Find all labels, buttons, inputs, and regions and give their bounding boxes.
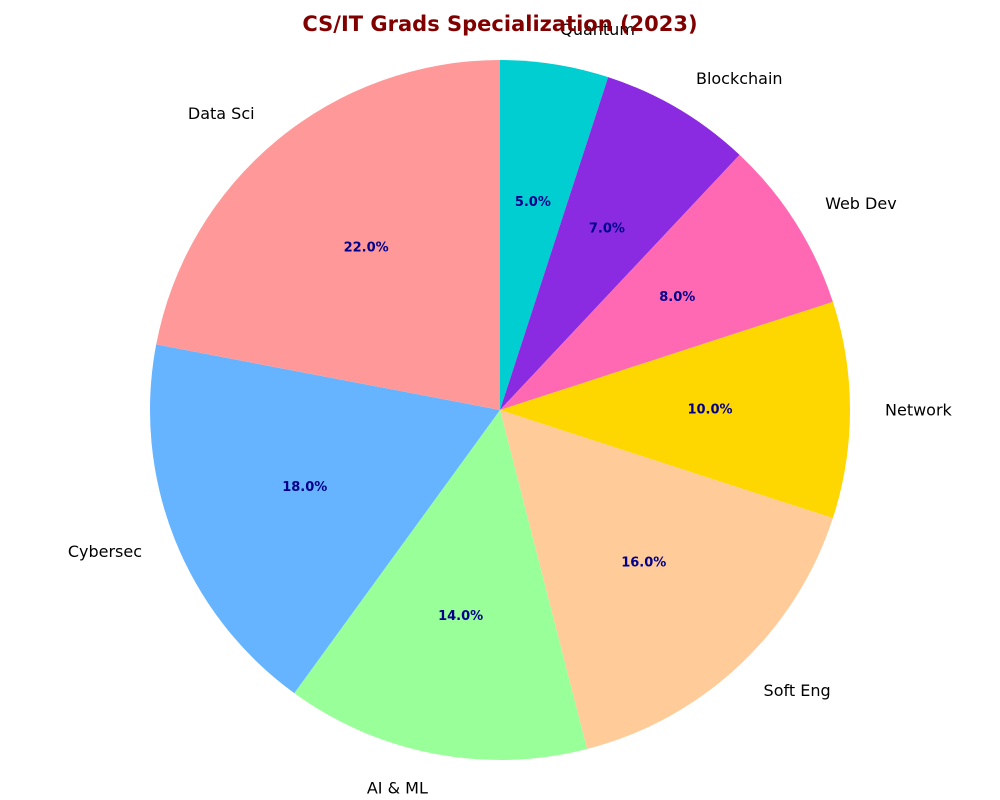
pie-slice-soft-eng — [500, 410, 833, 749]
pie-label-web-dev: Web Dev — [825, 194, 897, 213]
pie-percent-label-cybersec: 18.0% — [282, 480, 327, 495]
pie-percent-label-ai-ml: 14.0% — [438, 609, 483, 624]
pie-percent-label-quantum: 5.0% — [515, 195, 551, 210]
pie-percent-label-blockchain: 7.0% — [589, 222, 625, 237]
pie-percent-label-data-sci: 22.0% — [344, 241, 389, 256]
pie-label-cybersec: Cybersec — [68, 542, 142, 561]
pie-slice-data-sci — [156, 60, 500, 410]
pie-slices — [150, 60, 851, 760]
pie-slice-cybersec — [150, 344, 500, 694]
pie-slice-quantum — [500, 60, 609, 410]
pie-percent-label-soft-eng: 16.0% — [621, 556, 666, 571]
pie-label-ai-ml: AI & ML — [367, 779, 428, 798]
pie-category-labels: Quantum Blockchain Web Dev Network Soft Eng A… — [68, 20, 953, 797]
pie-label-data-sci: Data Sci — [188, 104, 255, 123]
pie-slice-web-dev — [500, 154, 833, 410]
pie-percent-label-web-dev: 8.0% — [659, 290, 695, 305]
pie-slice-ai-ml — [294, 410, 588, 760]
pie-percent-labels: 5.0% 7.0% 8.0% 10.0% 16.0% 14.0% 18.0% 22.0% — [282, 195, 732, 624]
pie-label-quantum: Quantum — [560, 20, 635, 39]
pie-slice-blockchain — [500, 77, 740, 410]
pie-percent-label-network: 10.0% — [687, 403, 732, 418]
chart-title: CS/IT Grads Specialization (2023) — [302, 12, 697, 36]
pie-slice-network — [500, 301, 851, 519]
pie-label-blockchain: Blockchain — [696, 69, 783, 88]
pie-label-soft-eng: Soft Eng — [764, 681, 831, 700]
pie-label-network: Network — [885, 401, 953, 420]
